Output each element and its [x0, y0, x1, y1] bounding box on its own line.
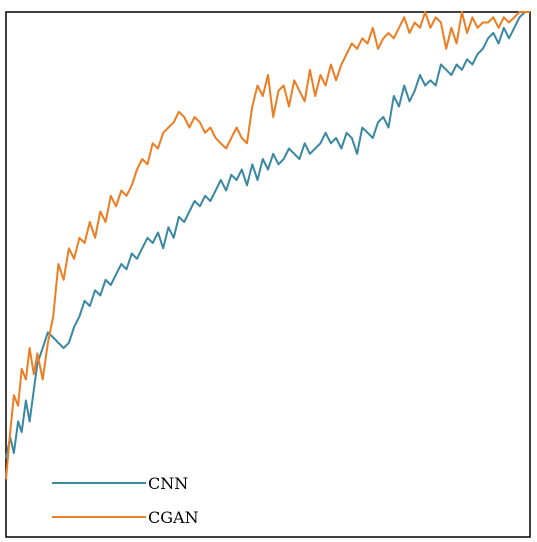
legend-label-cnn: CNN [148, 474, 188, 493]
series-line-cgan [5, 11, 530, 480]
series-line-cnn [5, 11, 530, 459]
series-layer [5, 11, 530, 480]
legend: CNN CGAN [52, 474, 199, 527]
legend-label-cgan: CGAN [148, 508, 199, 527]
plot-frame [5, 11, 531, 538]
